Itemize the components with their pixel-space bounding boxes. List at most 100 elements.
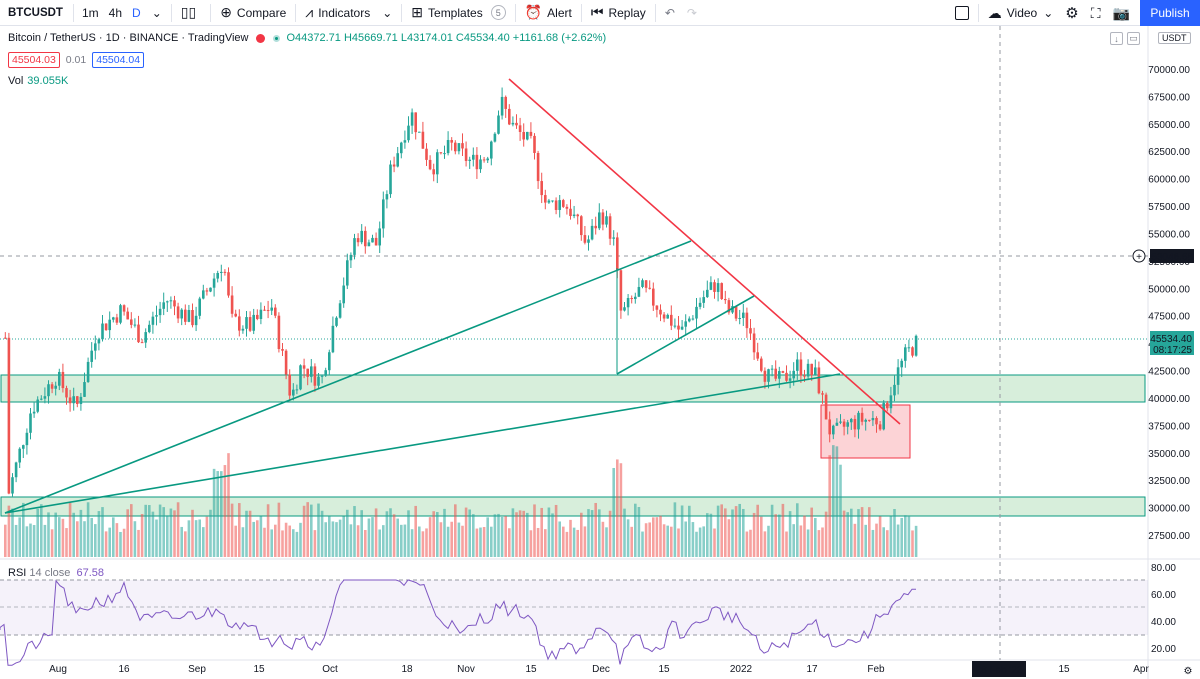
candle-body [702, 297, 705, 303]
currency-badge[interactable]: USDT [1158, 32, 1191, 44]
candle-body [551, 200, 554, 202]
candle-body [119, 305, 122, 323]
candle-body [50, 384, 54, 389]
publish-button[interactable]: Publish [1140, 0, 1200, 26]
candle-body [745, 312, 749, 329]
indicators-icon: ⩘ [305, 4, 314, 20]
volume-bar [11, 508, 14, 557]
volume-bar [742, 508, 745, 557]
volume-bar [173, 510, 176, 557]
layout-button[interactable] [949, 0, 975, 26]
volume-bar [457, 522, 461, 557]
candle-body [490, 141, 493, 159]
candle-body [144, 332, 147, 343]
arrow-down-icon[interactable]: ↓ [1110, 32, 1123, 45]
volume-bar [259, 516, 263, 557]
time-tick-label: Oct [322, 664, 338, 675]
volume-bar [418, 526, 421, 557]
volume-bar [871, 529, 875, 557]
candle-body [677, 325, 680, 330]
candle-body [313, 366, 317, 386]
candle-body [209, 287, 212, 292]
chevron-down-icon: ⌄ [382, 5, 393, 20]
volume-bar [716, 505, 720, 557]
volume-legend[interactable]: Vol 39.055K [8, 75, 68, 87]
sell-price-button[interactable]: 45504.03 [8, 52, 60, 68]
volume-bar [277, 502, 281, 557]
rsi-line [0, 579, 917, 666]
symbol-search[interactable]: BTCUSDT [8, 6, 63, 19]
volume-bar [83, 521, 86, 557]
volume-bar [392, 514, 396, 557]
undo-icon: ↶ [664, 5, 675, 20]
volume-bar [184, 531, 187, 557]
volume-bar [695, 531, 698, 557]
indicators-button[interactable]: ⩘ Indicators ⌄ [299, 0, 398, 26]
chart-type-button[interactable]: ▯▯ [175, 0, 207, 26]
volume-bar [562, 526, 565, 557]
templates-button[interactable]: ⊞ Templates 5 [405, 0, 511, 26]
candle-body [252, 314, 255, 331]
video-button[interactable]: ☁ Video ⌄ [982, 0, 1060, 26]
candle-body [871, 417, 875, 421]
volume-bar [598, 509, 601, 557]
axis-settings-icon[interactable]: ⚙ [1184, 666, 1193, 677]
volume-bar [241, 527, 245, 557]
candle-body [148, 324, 151, 333]
candle-body [212, 278, 216, 288]
volume-bar [4, 524, 7, 557]
volume-bar [216, 471, 219, 557]
candle-body [536, 152, 540, 182]
volume-bar [252, 521, 255, 557]
candle-body [169, 300, 173, 302]
volume-bar [648, 522, 651, 557]
undo-button[interactable]: ↶ [659, 0, 681, 26]
interval-4h[interactable]: 4h [108, 5, 123, 20]
candle-body [472, 154, 475, 160]
volume-bar [781, 503, 785, 557]
snapshot-button[interactable]: 📷 [1107, 0, 1136, 26]
candle-body [788, 378, 792, 381]
alert-button[interactable]: ⏰ Alert [519, 0, 578, 26]
settings-button[interactable]: ⚙ [1059, 0, 1084, 26]
candle-body [781, 371, 785, 373]
volume-bar [626, 519, 630, 557]
compare-button[interactable]: ⊕ Compare [214, 0, 292, 26]
buy-price-button[interactable]: 45504.04 [92, 52, 145, 68]
candle-body [259, 309, 263, 319]
candle-body [180, 309, 183, 319]
candle-body [824, 394, 828, 420]
fullscreen-button[interactable]: ⛶ [1085, 0, 1107, 26]
volume-bar [526, 512, 529, 557]
volume-bar [454, 504, 457, 557]
volume-bar [756, 504, 759, 557]
interval-d[interactable]: D [132, 5, 141, 20]
interval-dropdown[interactable]: ⌄ [146, 0, 168, 26]
redo-button[interactable]: ↷ [681, 0, 703, 26]
candle-body [410, 112, 414, 126]
interval-1m[interactable]: 1m [82, 5, 99, 20]
rsi-tick-label: 20.00 [1151, 644, 1176, 655]
symbol-title[interactable]: Bitcoin / TetherUS · 1D · BINANCE · Trad… [8, 32, 249, 44]
candle-body [724, 298, 727, 301]
volume-bar [904, 515, 907, 557]
volume-bar [544, 529, 547, 557]
divider [580, 3, 582, 22]
candle-body [558, 200, 561, 210]
replay-button[interactable]: ⏮ Replay [585, 0, 652, 26]
price-tick-label: 55000.00 [1148, 229, 1190, 240]
candle-body [58, 371, 61, 386]
candle-body [61, 371, 65, 389]
candle-body [619, 270, 623, 311]
rsi-legend[interactable]: RSI 14 close 67.58 [8, 567, 104, 579]
candle-body [407, 125, 410, 141]
candle-body [540, 181, 543, 196]
add-alert-icon[interactable] [1132, 249, 1146, 263]
volume-bar [443, 508, 446, 557]
volume-bar [803, 515, 806, 557]
candle-body [666, 314, 669, 319]
volume-bar [580, 512, 583, 557]
volume-bar [72, 512, 75, 557]
maximize-icon[interactable]: ▭ [1127, 32, 1140, 45]
